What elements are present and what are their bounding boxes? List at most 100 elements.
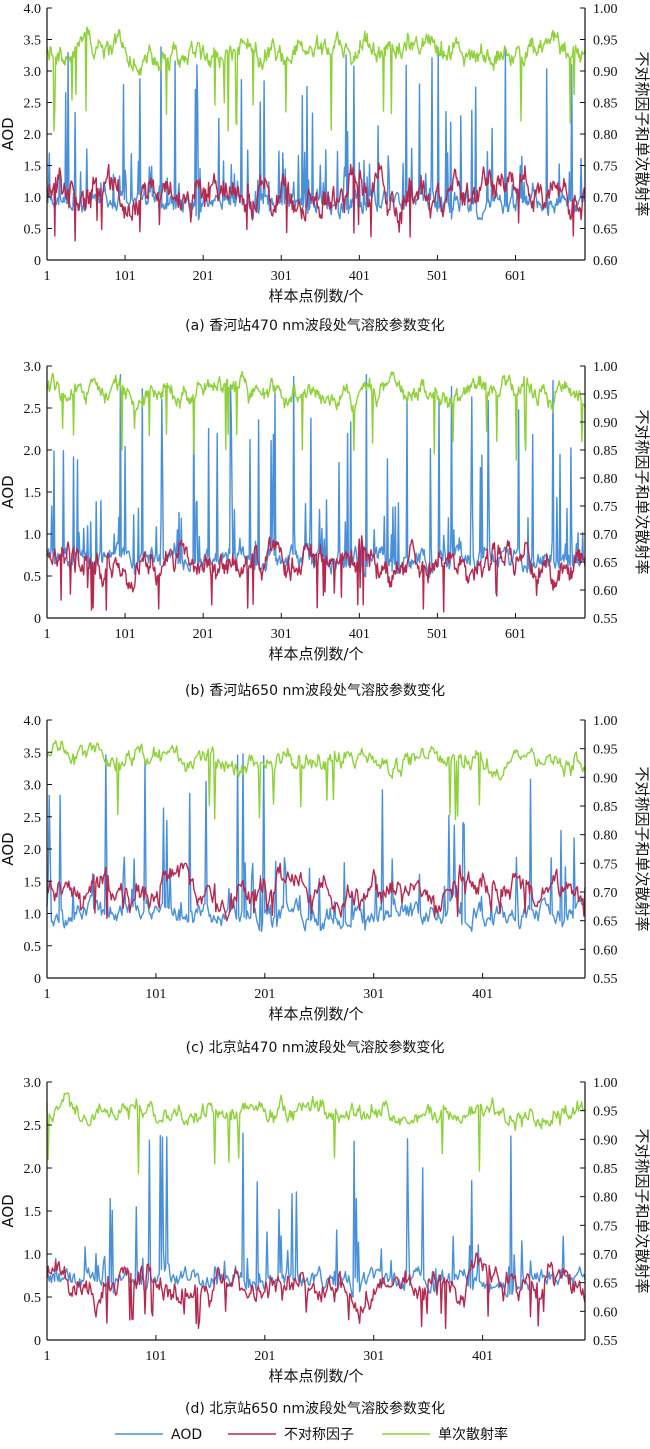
y-left-tick-label: 3.5	[24, 34, 42, 49]
series-line-2	[46, 162, 586, 242]
y-right-tick-label: 0.85	[593, 800, 618, 815]
y-left-tick-label: 1.5	[24, 875, 42, 890]
legend-label-ssa: 单次散射率	[438, 1426, 508, 1443]
y-right-tick-label: 0.90	[593, 771, 618, 786]
x-axis-title: 样本点例数/个	[268, 1005, 363, 1023]
x-tick-label: 501	[427, 269, 448, 284]
series-line-2	[46, 535, 586, 613]
y-right-tick-label: 0.65	[593, 1277, 618, 1292]
x-tick-label: 401	[472, 1349, 493, 1364]
y-right-tick-label: 0.85	[593, 1162, 618, 1177]
legend-label-asym: 不对称因子	[284, 1427, 354, 1443]
y-right-tick-label: 0.75	[593, 857, 618, 872]
y-right-tick-label: 0.85	[593, 97, 618, 112]
y-right-tick-label: 0.80	[593, 1191, 618, 1206]
y-left-tick-label: 2.0	[24, 128, 42, 143]
y-left-tick-label: 0.5	[24, 570, 42, 585]
x-tick-label: 601	[505, 627, 526, 642]
panel-caption: (d) 北京站650 nm波段处气溶胶参数变化	[185, 1400, 445, 1417]
y-left-tick-label: 0.5	[24, 1291, 42, 1306]
panel-caption: (a) 香河站470 nm波段处气溶胶参数变化	[185, 317, 445, 334]
y-right-axis-title: 不对称因子和单次散射率	[633, 51, 650, 216]
y-right-axis-title: 不对称因子和单次散射率	[633, 766, 650, 931]
x-tick-label: 101	[145, 1349, 166, 1364]
series-line-3	[46, 370, 586, 461]
x-tick-label: 101	[145, 987, 166, 1002]
y-right-tick-label: 1.00	[593, 2, 618, 17]
x-tick-label: 301	[363, 1349, 384, 1364]
y-left-tick-label: 1.0	[24, 908, 42, 923]
x-tick-label: 201	[193, 627, 214, 642]
y-right-tick-label: 0.65	[593, 915, 618, 930]
y-left-tick-label: 0.5	[24, 940, 42, 955]
chart-panel-3: 0 0.5 1.0 1.5 2.0 2.5 3.0 3.5 4.0 0.55 0.60 0.65 0.7…	[0, 714, 650, 1056]
x-tick-label: 201	[193, 269, 214, 284]
legend-label-aod: AOD	[171, 1427, 202, 1443]
y-left-tick-label: 2.0	[24, 843, 42, 858]
y-left-tick-label: 0	[34, 1334, 41, 1349]
y-left-tick-label: 2.5	[24, 1119, 42, 1134]
y-right-tick-label: 0.80	[593, 128, 618, 143]
chart-panel-2: 0 0.5 1.0 1.5 2.0 2.5 3.0 0.55 0.60 0.65 0.70 0.75 0…	[0, 360, 650, 699]
y-right-tick-label: 0.60	[593, 254, 618, 269]
y-left-axis-title: AOD	[0, 475, 17, 508]
y-right-tick-label: 1.00	[593, 714, 618, 729]
x-tick-label: 101	[115, 627, 136, 642]
y-right-tick-label: 0.65	[593, 223, 618, 238]
y-right-axis-title: 不对称因子和单次散射率	[633, 1128, 650, 1293]
y-right-tick-label: 0.60	[593, 1305, 618, 1320]
y-left-tick-label: 1.0	[24, 1248, 42, 1263]
y-right-tick-label: 0.80	[593, 472, 618, 487]
series-line-3	[46, 739, 586, 821]
y-right-tick-label: 0.75	[593, 1219, 618, 1234]
y-left-tick-label: 1.5	[24, 1205, 42, 1220]
y-left-tick-label: 3.0	[24, 65, 42, 80]
y-left-tick-label: 0	[34, 254, 41, 269]
x-tick-label: 101	[115, 269, 136, 284]
y-right-tick-label: 0.75	[593, 160, 618, 175]
y-right-tick-label: 0.95	[593, 1105, 618, 1120]
y-left-tick-label: 3.0	[24, 360, 42, 375]
y-right-tick-label: 0.55	[593, 612, 618, 627]
y-right-tick-label: 0.55	[593, 972, 618, 987]
x-tick-label: 401	[472, 987, 493, 1002]
series-line-3	[46, 26, 586, 132]
y-left-tick-label: 0	[34, 972, 41, 987]
y-left-tick-label: 3.0	[24, 1076, 42, 1091]
y-right-tick-label: 0.80	[593, 829, 618, 844]
y-right-tick-label: 0.70	[593, 886, 618, 901]
series-line-2	[46, 862, 586, 922]
y-right-tick-label: 0.60	[593, 943, 618, 958]
x-tick-label: 201	[254, 987, 275, 1002]
y-right-tick-label: 0.95	[593, 388, 618, 403]
y-right-tick-label: 1.00	[593, 360, 618, 375]
y-right-tick-label: 0.95	[593, 743, 618, 758]
x-axis-title: 样本点例数/个	[268, 645, 363, 663]
y-left-tick-label: 2.5	[24, 811, 42, 826]
panel-caption: (c) 北京站470 nm波段处气溶胶参数变化	[186, 1039, 445, 1056]
y-right-tick-label: 0.70	[593, 191, 618, 206]
y-left-tick-label: 2.5	[24, 97, 42, 112]
x-tick-label: 401	[349, 627, 370, 642]
y-right-tick-label: 0.90	[593, 416, 618, 431]
x-tick-label: 401	[349, 269, 370, 284]
x-tick-label: 301	[271, 269, 292, 284]
series-line-1	[46, 753, 586, 933]
y-left-axis-title: AOD	[0, 117, 17, 150]
legend: AOD 不对称因子 单次散射率	[115, 1426, 508, 1443]
x-tick-label: 1	[44, 269, 51, 284]
x-tick-label: 201	[254, 1349, 275, 1364]
y-left-tick-label: 2.0	[24, 444, 42, 459]
y-left-tick-label: 3.5	[24, 746, 42, 761]
chart-panel-1: 0 0.5 1.0 1.5 2.0 2.5 3.0 3.5 4.0 0.60 0.65 0.70 0.7…	[0, 2, 650, 334]
y-left-tick-label: 3.0	[24, 779, 42, 794]
series-line-2	[46, 1252, 586, 1329]
y-right-tick-label: 1.00	[593, 1076, 618, 1091]
x-tick-label: 601	[505, 269, 526, 284]
y-right-tick-label: 0.55	[593, 1334, 618, 1349]
y-right-tick-label: 0.75	[593, 500, 618, 515]
y-right-axis-title: 不对称因子和单次散射率	[633, 409, 650, 574]
y-right-tick-label: 0.70	[593, 528, 618, 543]
x-axis-title: 样本点例数/个	[268, 1367, 363, 1385]
